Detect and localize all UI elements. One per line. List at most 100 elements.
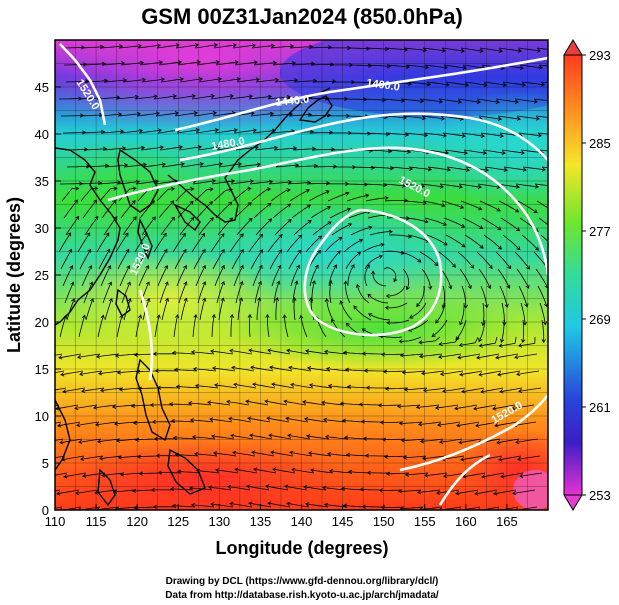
streamline-arrowhead <box>136 111 142 117</box>
streamline <box>454 404 478 410</box>
streamline <box>388 234 412 238</box>
streamline <box>498 47 522 52</box>
streamline <box>497 115 521 120</box>
streamline <box>169 403 193 406</box>
streamline <box>478 268 491 289</box>
streamline <box>268 434 292 440</box>
streamline <box>171 420 195 423</box>
streamline-arrowhead <box>405 286 410 291</box>
streamline <box>384 47 408 51</box>
streamline-arrowhead <box>175 384 180 389</box>
streamline <box>97 315 104 338</box>
streamline <box>386 472 410 475</box>
streamline <box>55 353 63 356</box>
streamline-arrowhead <box>400 250 405 255</box>
streamline <box>457 251 474 269</box>
streamline <box>356 284 370 304</box>
streamline-arrowhead <box>41 441 44 445</box>
streamline <box>405 472 429 476</box>
streamline-arrowhead <box>323 502 329 508</box>
streamline <box>418 336 441 343</box>
streamline <box>345 369 369 372</box>
streamline <box>514 353 538 358</box>
streamline-arrowhead <box>479 48 484 53</box>
streamline <box>346 454 370 457</box>
streamline <box>235 281 243 304</box>
streamline <box>419 353 443 357</box>
streamline <box>250 249 263 270</box>
streamline <box>115 232 129 253</box>
streamline <box>385 387 409 390</box>
streamline <box>540 81 548 84</box>
streamline-arrowhead <box>309 383 314 388</box>
streamline-arrowhead <box>268 218 273 223</box>
streamline <box>386 64 410 68</box>
streamline <box>272 203 291 219</box>
streamline-arrowhead <box>229 313 235 319</box>
streamline <box>520 302 526 326</box>
streamline-arrowhead <box>159 145 164 150</box>
streamline <box>416 404 440 408</box>
streamline-arrowhead <box>385 293 390 299</box>
streamline-arrowhead <box>541 339 546 344</box>
streamline <box>484 166 508 171</box>
streamline-arrowhead <box>210 349 215 354</box>
streamline <box>306 182 330 185</box>
streamline <box>66 165 90 168</box>
streamline <box>85 165 109 168</box>
streamline-arrowhead <box>477 184 482 189</box>
streamline-arrowhead <box>249 433 254 438</box>
streamline-arrowhead <box>217 77 222 82</box>
streamline-arrowhead <box>80 456 85 462</box>
streamline-arrowhead <box>511 406 516 411</box>
streamline <box>218 163 242 168</box>
streamline <box>288 114 312 117</box>
streamline <box>101 62 125 66</box>
streamline-arrowhead <box>458 440 463 445</box>
streamline-arrowhead <box>558 65 561 69</box>
streamline-arrowhead <box>57 423 62 428</box>
streamline <box>473 404 497 410</box>
streamline-arrowhead <box>229 94 234 99</box>
streamline <box>515 183 539 188</box>
streamline <box>303 486 327 491</box>
streamline <box>421 115 445 120</box>
streamline <box>400 98 424 102</box>
streamline <box>249 314 251 338</box>
streamline <box>368 149 392 152</box>
streamline-arrowhead <box>233 382 238 387</box>
streamline-arrowhead <box>361 328 366 333</box>
streamline-arrowhead <box>322 417 328 422</box>
streamline <box>539 302 546 325</box>
streamline-arrowhead <box>193 111 198 116</box>
streamline-arrowhead <box>267 94 273 99</box>
streamline-arrowhead <box>467 285 472 290</box>
streamline <box>123 164 147 168</box>
streamline-arrowhead <box>265 484 270 489</box>
streamline-arrowhead <box>305 349 310 354</box>
streamline <box>305 503 329 508</box>
streamline-arrowhead <box>98 371 103 376</box>
streamline <box>61 188 79 202</box>
streamline <box>55 387 67 391</box>
streamline-arrowhead <box>201 248 206 254</box>
streamline <box>172 233 186 253</box>
streamline-arrowhead <box>183 297 188 302</box>
streamline <box>457 98 481 103</box>
streamline <box>252 265 263 287</box>
streamline-arrowhead <box>304 417 309 422</box>
streamline-arrowhead <box>272 60 278 65</box>
streamline-arrowhead <box>397 489 402 494</box>
streamline-arrowhead <box>252 128 257 133</box>
streamline-arrowhead <box>443 65 448 70</box>
streamline-arrowhead <box>384 195 389 201</box>
streamline-arrowhead <box>162 232 167 237</box>
streamline-arrowhead <box>332 79 337 84</box>
streamline-arrowhead <box>220 264 225 270</box>
streamline-arrowhead <box>342 350 347 355</box>
streamline <box>78 438 102 443</box>
streamline-arrowhead <box>297 249 302 254</box>
streamline-arrowhead <box>245 399 250 404</box>
streamline <box>422 47 446 52</box>
